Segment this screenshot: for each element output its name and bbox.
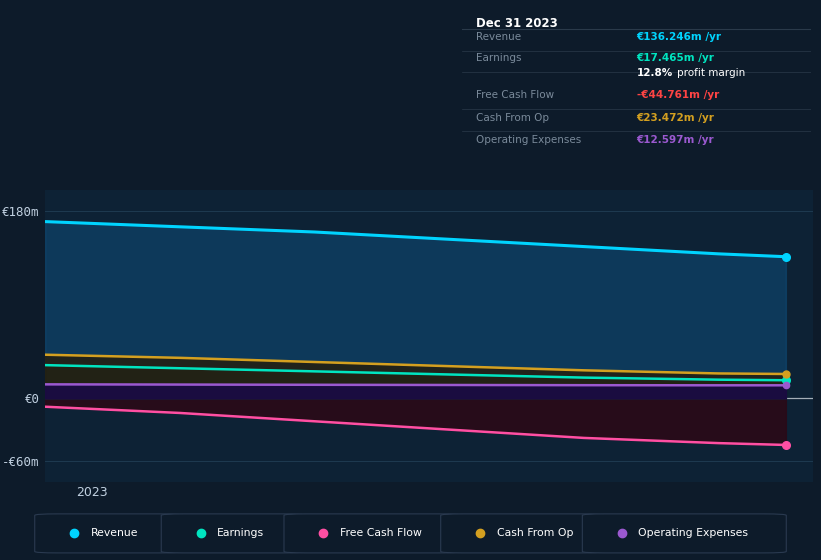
Text: Operating Expenses: Operating Expenses <box>476 135 581 145</box>
Text: Revenue: Revenue <box>476 32 521 43</box>
FancyBboxPatch shape <box>582 514 787 553</box>
Text: Earnings: Earnings <box>217 529 264 538</box>
FancyBboxPatch shape <box>34 514 182 553</box>
Text: Revenue: Revenue <box>90 529 138 538</box>
FancyBboxPatch shape <box>441 514 603 553</box>
Text: 12.8%: 12.8% <box>637 68 673 78</box>
Text: Free Cash Flow: Free Cash Flow <box>340 529 422 538</box>
Text: Free Cash Flow: Free Cash Flow <box>476 90 554 100</box>
Text: Operating Expenses: Operating Expenses <box>638 529 748 538</box>
Text: profit margin: profit margin <box>677 68 745 78</box>
Text: Dec 31 2023: Dec 31 2023 <box>476 17 558 30</box>
Text: Earnings: Earnings <box>476 53 521 63</box>
Text: Cash From Op: Cash From Op <box>476 113 549 123</box>
Text: €23.472m /yr: €23.472m /yr <box>637 113 714 123</box>
Text: €136.246m /yr: €136.246m /yr <box>637 32 722 43</box>
Text: -€44.761m /yr: -€44.761m /yr <box>637 90 719 100</box>
FancyBboxPatch shape <box>284 514 461 553</box>
Text: €12.597m /yr: €12.597m /yr <box>637 135 714 145</box>
Text: Cash From Op: Cash From Op <box>497 529 573 538</box>
FancyBboxPatch shape <box>161 514 305 553</box>
Text: €17.465m /yr: €17.465m /yr <box>637 53 714 63</box>
